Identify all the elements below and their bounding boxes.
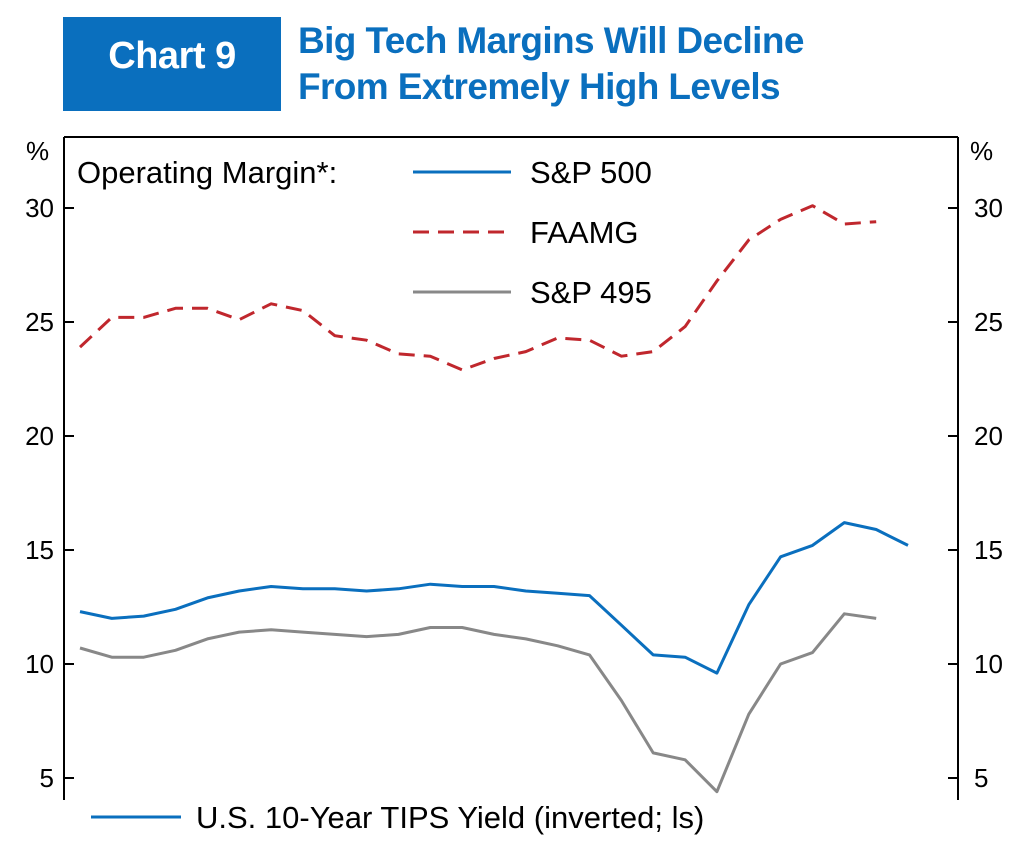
right-tick-label: 10 — [974, 649, 1003, 679]
left-tick-label: 25 — [25, 307, 54, 337]
series-line-faamg — [78, 204, 877, 372]
left-tick-label: 15 — [25, 535, 54, 565]
chart-number-badge: Chart 9 — [63, 17, 281, 111]
series-line-sp500 — [79, 521, 909, 675]
chart-title-line-1: Big Tech Margins Will Decline — [298, 20, 804, 61]
chart-title: Big Tech Margins Will Decline From Extre… — [298, 18, 804, 110]
series-line-sp495 — [79, 612, 877, 794]
right-axis-unit: % — [970, 136, 993, 166]
legend-label-faamg: FAAMG — [530, 215, 639, 250]
bottom-legend-label: U.S. 10-Year TIPS Yield (inverted; ls) — [196, 800, 704, 835]
right-tick-label: 30 — [974, 193, 1003, 223]
right-tick-label: 5 — [974, 763, 988, 793]
right-tick-label: 25 — [974, 307, 1003, 337]
legend-label-sp500: S&P 500 — [530, 155, 652, 190]
left-tick-label: 30 — [25, 193, 54, 223]
chart-title-line-2: From Extremely High Levels — [298, 66, 781, 107]
legend-prefix: Operating Margin*: — [77, 155, 337, 190]
chart-number-label: Chart 9 — [108, 35, 236, 77]
left-tick-label: 10 — [25, 649, 54, 679]
left-axis-unit: % — [26, 136, 49, 166]
right-tick-label: 15 — [974, 535, 1003, 565]
right-tick-label: 20 — [974, 421, 1003, 451]
legend-label-sp495: S&P 495 — [530, 275, 652, 310]
left-tick-label: 20 — [25, 421, 54, 451]
left-tick-label: 5 — [40, 763, 54, 793]
